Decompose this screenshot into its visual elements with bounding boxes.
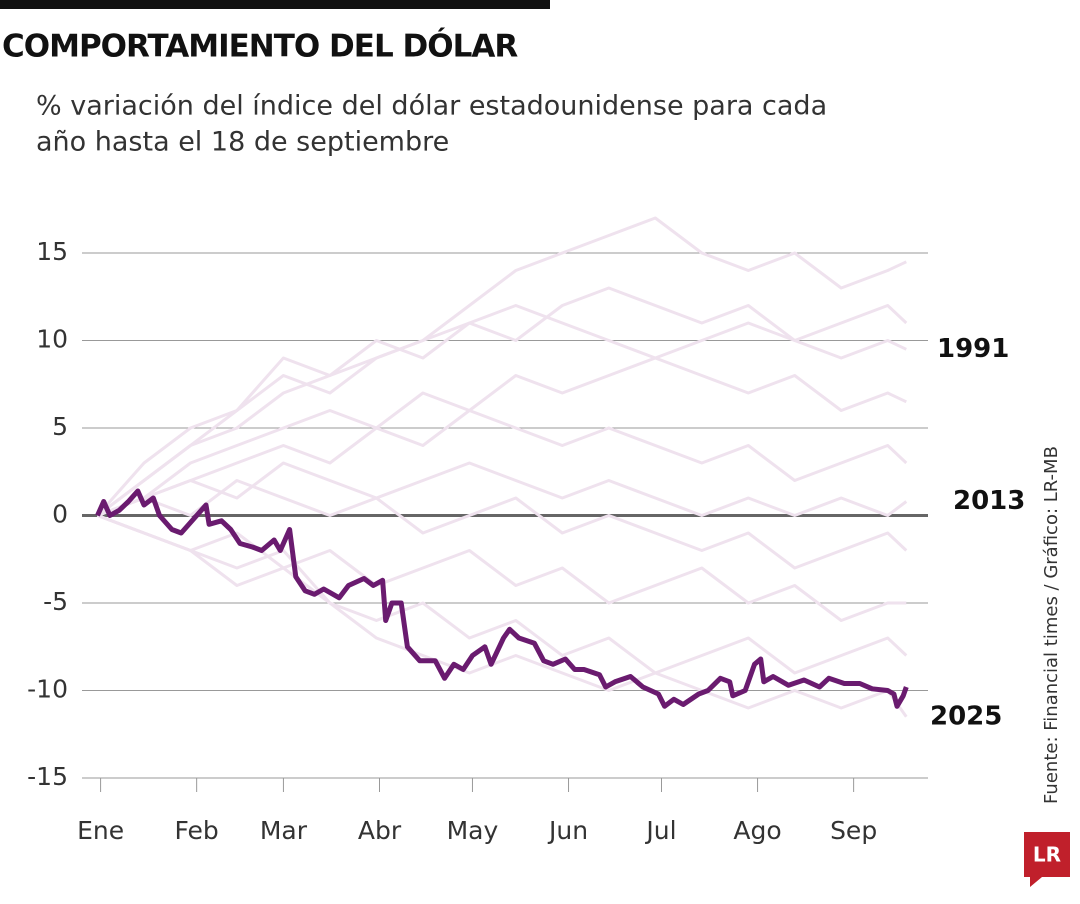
x-tick-label: Sep bbox=[830, 816, 877, 845]
x-tick-label: Ago bbox=[733, 816, 781, 845]
series-label: 1991 bbox=[937, 334, 1009, 364]
series-line bbox=[96, 479, 908, 570]
series-line bbox=[96, 514, 908, 675]
x-tick-label: Ene bbox=[77, 816, 124, 845]
chart-title: COMPORTAMIENTO DEL DÓLAR bbox=[2, 28, 518, 65]
series-line bbox=[96, 461, 908, 517]
series-label: 2025 bbox=[930, 702, 1002, 732]
y-tick-label: -5 bbox=[43, 587, 68, 616]
series-line bbox=[96, 409, 908, 517]
x-tick-label: Jun bbox=[547, 816, 588, 845]
x-tick-label: Mar bbox=[260, 816, 308, 845]
series-line bbox=[96, 304, 907, 517]
y-tick-label: -15 bbox=[27, 762, 68, 791]
x-tick-label: Jul bbox=[644, 816, 676, 845]
x-tick-label: Abr bbox=[358, 816, 402, 845]
logo-badge bbox=[1024, 832, 1070, 887]
subtitle: % variación del índice del dólar estadou… bbox=[36, 91, 827, 122]
x-tick-label: May bbox=[447, 816, 499, 845]
y-tick-label: 0 bbox=[52, 500, 68, 529]
y-tick-label: 10 bbox=[36, 325, 68, 354]
logo: LR bbox=[1033, 843, 1061, 867]
series-line bbox=[96, 356, 907, 517]
series-line bbox=[96, 216, 907, 517]
y-tick-label: 15 bbox=[36, 237, 68, 266]
series-line bbox=[96, 514, 908, 718]
source: Fuente: Financial times / Gráfico: LR-MB bbox=[1041, 446, 1062, 804]
y-tick-label: -10 bbox=[27, 675, 68, 704]
series-line bbox=[96, 514, 907, 622]
plot: 15 10 5 0 -5 -10 -15 Ene Feb Mar Abr May Jun Jul Ago Se… bbox=[27, 216, 1025, 845]
y-tick-label: 5 bbox=[52, 412, 68, 441]
series-line bbox=[96, 286, 908, 517]
top-bar bbox=[0, 0, 550, 9]
highlight-line bbox=[95, 488, 909, 709]
x-tick-label: Feb bbox=[175, 816, 219, 845]
series-label: 2013 bbox=[953, 486, 1025, 516]
subtitle: año hasta el 18 de septiembre bbox=[36, 127, 449, 158]
